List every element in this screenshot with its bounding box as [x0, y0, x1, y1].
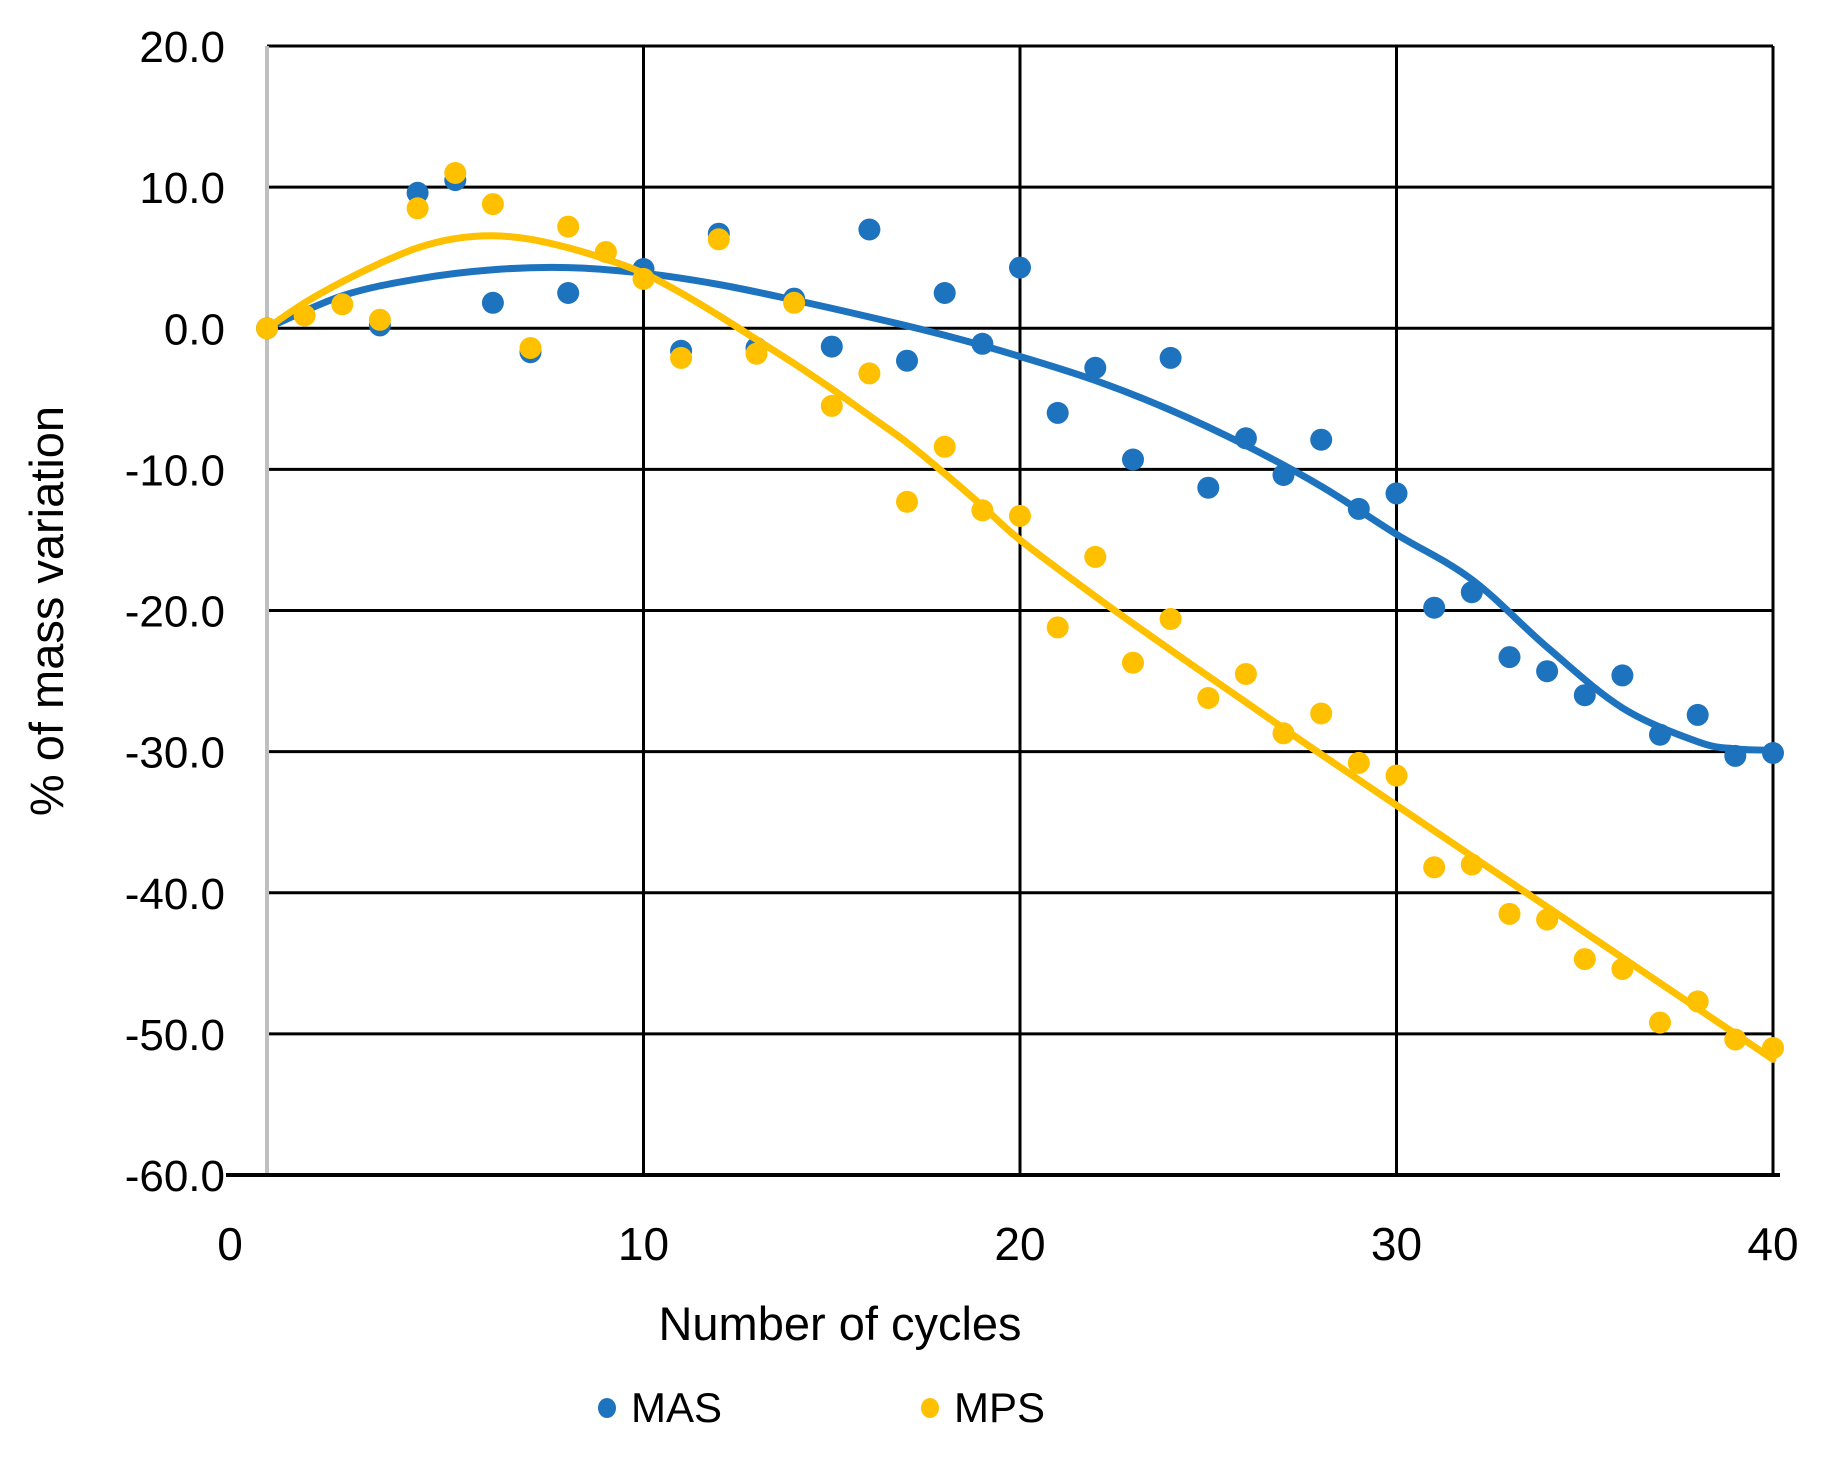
mps-point: [745, 342, 768, 365]
mas-point: [481, 291, 504, 314]
y-tick-label: -10.0: [125, 446, 225, 495]
mps-point: [1159, 608, 1182, 630]
mas-point: [1159, 346, 1182, 369]
y-tick-label: 0.0: [164, 305, 225, 354]
mas-point: [858, 218, 881, 241]
mps-point: [1573, 948, 1596, 971]
mps-point: [1310, 702, 1333, 725]
mps-point: [1084, 545, 1107, 568]
mps-point: [1122, 651, 1144, 674]
x-axis-title: Number of cycles: [658, 1297, 1022, 1350]
mas-point: [820, 335, 843, 358]
mps-point: [1649, 1011, 1671, 1034]
mps-point: [1046, 616, 1069, 639]
mps-point: [557, 215, 580, 238]
mas-point: [1385, 482, 1408, 505]
mas-point: [557, 282, 580, 304]
legend-item-mas: MAS: [598, 1382, 722, 1434]
mas-point: [1122, 448, 1144, 471]
y-tick-label: 10.0: [139, 164, 225, 213]
mas-point: [1310, 428, 1333, 451]
mas-legend-marker: [598, 1398, 616, 1418]
mps-legend-label: MPS: [954, 1384, 1046, 1431]
mas-point: [1197, 476, 1220, 499]
mas-point: [1573, 684, 1596, 707]
mps-point: [519, 337, 542, 359]
mas-point: [406, 181, 429, 204]
y-tick-label: -20.0: [125, 588, 225, 637]
mas-point: [1611, 664, 1634, 687]
y-tick-label: -30.0: [125, 729, 225, 778]
mas-point: [1498, 646, 1521, 669]
mps-point: [896, 490, 918, 513]
mas-point: [1536, 660, 1559, 683]
mps-point: [1498, 902, 1521, 925]
mas-point: [896, 349, 918, 372]
y-axis-title: % of mass variation: [20, 405, 73, 817]
mas-trendline: [263, 263, 1777, 754]
mas-legend-label: MAS: [631, 1384, 723, 1431]
x-tick-label: 20: [994, 1218, 1045, 1270]
mps-point: [933, 435, 956, 458]
y-tick-label: 20.0: [139, 23, 225, 72]
mps-point: [481, 193, 504, 216]
mps-point: [331, 293, 354, 316]
mps-legend-marker: [921, 1398, 939, 1418]
mps-point: [820, 394, 843, 417]
mps-point: [1234, 663, 1257, 685]
mas-point: [1009, 256, 1031, 279]
mps-point: [406, 197, 429, 220]
mas-point: [1084, 356, 1107, 379]
mps-point: [783, 291, 806, 314]
mps-point: [444, 162, 467, 184]
mas-point: [1423, 596, 1446, 619]
mps-point: [858, 362, 881, 385]
mas-point: [1046, 401, 1069, 424]
mas-point: [933, 282, 956, 304]
mps-trendline: [263, 232, 1777, 1063]
mps-point: [1423, 856, 1446, 879]
y-tick-label: -50.0: [125, 1011, 225, 1060]
mps-point: [368, 308, 391, 331]
x-tick-label: 30: [1371, 1218, 1422, 1270]
mps-point: [707, 228, 730, 251]
mas-point: [1686, 703, 1709, 726]
mps-point: [1347, 751, 1370, 774]
legend: MAS MPS: [0, 1382, 1821, 1434]
x-tick-label: 0: [217, 1218, 243, 1270]
x-tick-label: 40: [1747, 1218, 1798, 1270]
mps-point: [1009, 504, 1031, 527]
mps-point: [1197, 687, 1220, 709]
legend-item-mps: MPS: [921, 1382, 1045, 1434]
y-tick-label: -40.0: [125, 870, 225, 919]
x-tick-label: 10: [618, 1218, 669, 1270]
y-tick-label: -60.0: [125, 1152, 225, 1201]
mps-point: [670, 346, 693, 369]
mps-point: [1385, 764, 1408, 787]
